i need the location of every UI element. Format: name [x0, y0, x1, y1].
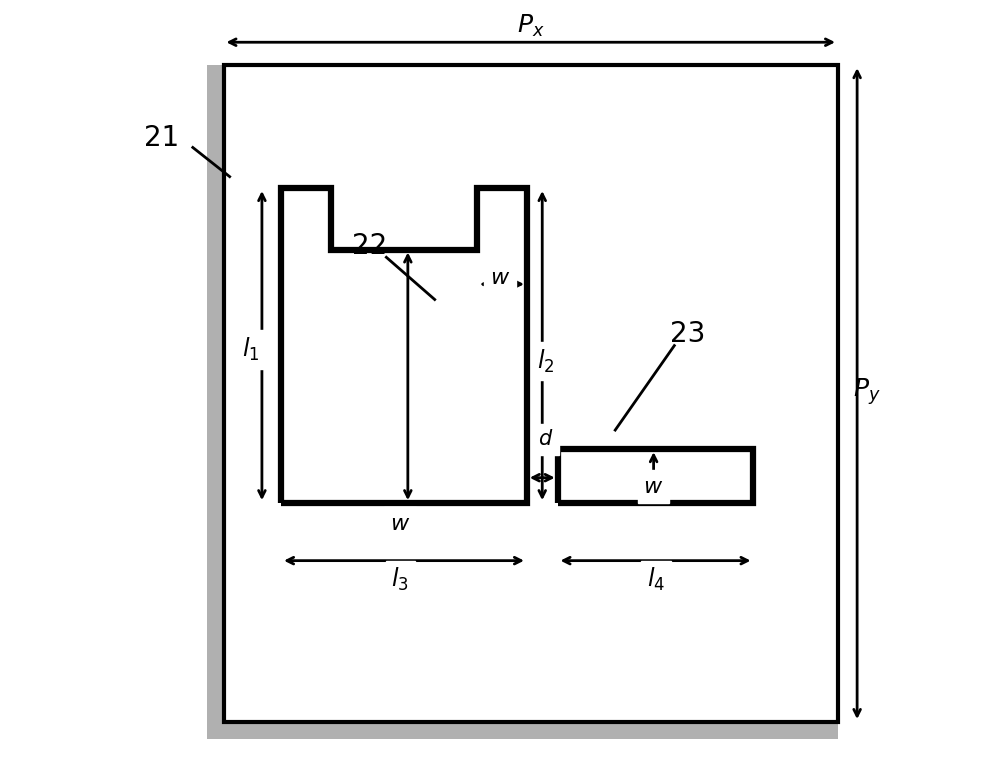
Text: $P_y$: $P_y$ [853, 376, 881, 407]
Bar [224, 65, 838, 722]
Text: $w$: $w$ [490, 267, 510, 289]
Text: $w$: $w$ [390, 513, 410, 535]
Text: $w$: $w$ [643, 476, 664, 498]
Text: 21: 21 [144, 124, 180, 152]
Text: $l_2$: $l_2$ [537, 347, 555, 375]
Text: $P_x$: $P_x$ [517, 13, 545, 39]
Text: $l_3$: $l_3$ [391, 566, 409, 594]
Polygon shape [558, 449, 753, 503]
Text: $l_1$: $l_1$ [242, 336, 259, 363]
Text: $d$: $d$ [538, 429, 554, 449]
Bar [207, 65, 224, 739]
Polygon shape [281, 188, 527, 503]
Text: 23: 23 [670, 320, 706, 348]
Bar [207, 722, 838, 739]
Text: $l_4$: $l_4$ [647, 566, 665, 594]
Text: 22: 22 [352, 232, 387, 260]
